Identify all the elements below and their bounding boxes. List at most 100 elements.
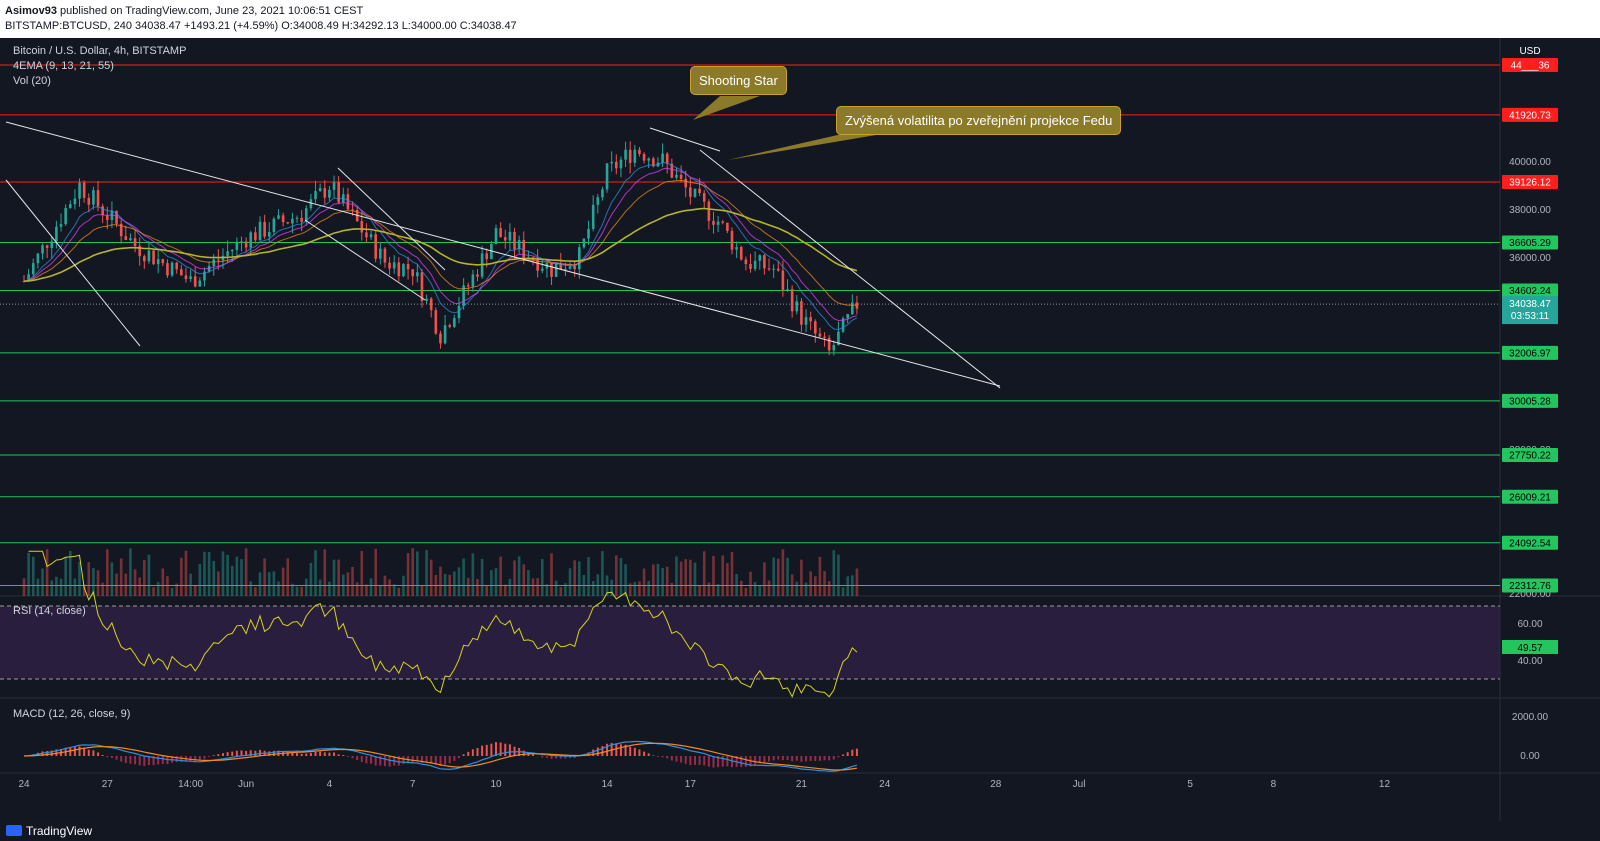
candle-body[interactable] bbox=[739, 247, 743, 260]
trendline-drawing[interactable] bbox=[304, 219, 426, 301]
candle-body[interactable] bbox=[138, 245, 141, 257]
candle-body[interactable] bbox=[698, 188, 701, 194]
candle-body[interactable] bbox=[332, 182, 336, 190]
candle-body[interactable] bbox=[180, 269, 183, 276]
candle-body[interactable] bbox=[156, 259, 160, 265]
candle-body[interactable] bbox=[786, 289, 789, 291]
candle-body[interactable] bbox=[254, 232, 257, 241]
candle-body[interactable] bbox=[476, 274, 479, 277]
ema-13-line[interactable] bbox=[23, 167, 858, 322]
candle-body[interactable] bbox=[587, 228, 590, 239]
candle-body[interactable] bbox=[129, 238, 132, 241]
candle-body[interactable] bbox=[101, 206, 104, 216]
ema-9-line[interactable] bbox=[23, 161, 858, 331]
candle-body[interactable] bbox=[462, 285, 465, 306]
candle-body[interactable] bbox=[346, 194, 350, 210]
candle-body[interactable] bbox=[818, 333, 822, 337]
candle-body[interactable] bbox=[605, 163, 609, 190]
level-tag[interactable] bbox=[1502, 489, 1558, 504]
candle-body[interactable] bbox=[286, 222, 290, 224]
candle-body[interactable] bbox=[323, 188, 327, 198]
candle-body[interactable] bbox=[716, 221, 720, 225]
chart-area[interactable]: 40000.0038000.0036000.0028000.0022000.00… bbox=[0, 38, 1600, 821]
candle-body[interactable] bbox=[22, 281, 26, 282]
candle-body[interactable] bbox=[712, 220, 715, 225]
candle-body[interactable] bbox=[328, 189, 331, 198]
candle-body[interactable] bbox=[675, 174, 678, 178]
candle-body[interactable] bbox=[448, 325, 452, 327]
chart-svg[interactable]: 40000.0038000.0036000.0028000.0022000.00… bbox=[0, 38, 1600, 821]
candle-body[interactable] bbox=[522, 240, 526, 259]
candle-body[interactable] bbox=[772, 268, 775, 270]
level-tag[interactable] bbox=[1502, 578, 1558, 593]
candle-body[interactable] bbox=[425, 298, 428, 301]
candle-body[interactable] bbox=[832, 345, 836, 351]
candle-body[interactable] bbox=[369, 234, 373, 238]
candle-body[interactable] bbox=[406, 264, 410, 270]
level-tag[interactable] bbox=[1502, 345, 1558, 360]
rsi-value-tag[interactable] bbox=[1502, 640, 1558, 654]
candle-body[interactable] bbox=[804, 317, 808, 325]
candle-body[interactable] bbox=[351, 209, 354, 211]
candle-body[interactable] bbox=[105, 215, 109, 220]
candle-body[interactable] bbox=[365, 232, 368, 238]
candle-body[interactable] bbox=[439, 333, 442, 344]
candle-body[interactable] bbox=[429, 298, 433, 311]
candle-body[interactable] bbox=[295, 217, 299, 219]
level-tag[interactable] bbox=[1502, 174, 1558, 189]
candle-body[interactable] bbox=[36, 253, 40, 264]
candle-body[interactable] bbox=[68, 204, 72, 208]
candle-body[interactable] bbox=[781, 270, 785, 290]
candle-body[interactable] bbox=[494, 228, 498, 245]
last-price-tag[interactable] bbox=[1502, 296, 1558, 325]
candle-body[interactable] bbox=[249, 232, 253, 248]
candle-body[interactable] bbox=[763, 255, 766, 269]
candle-body[interactable] bbox=[124, 236, 128, 241]
candle-body[interactable] bbox=[550, 263, 553, 277]
candle-body[interactable] bbox=[388, 262, 391, 269]
ema-21-line[interactable] bbox=[23, 179, 857, 306]
trendline-drawing[interactable] bbox=[5, 121, 1001, 387]
candle-body[interactable] bbox=[536, 259, 539, 271]
candle-body[interactable] bbox=[443, 325, 447, 344]
candle-body[interactable] bbox=[230, 249, 234, 252]
candle-body[interactable] bbox=[776, 268, 780, 271]
candle-body[interactable] bbox=[272, 218, 276, 233]
candle-body[interactable] bbox=[679, 174, 683, 179]
candle-body[interactable] bbox=[96, 190, 100, 207]
candle-body[interactable] bbox=[642, 154, 646, 161]
candle-body[interactable] bbox=[813, 321, 817, 334]
candle-body[interactable] bbox=[189, 276, 192, 280]
candle-body[interactable] bbox=[624, 149, 627, 160]
candle-body[interactable] bbox=[119, 223, 123, 237]
candle-body[interactable] bbox=[27, 274, 30, 282]
candle-body[interactable] bbox=[707, 201, 711, 221]
rsi-line[interactable] bbox=[28, 550, 858, 698]
candle-body[interactable] bbox=[540, 268, 544, 271]
candle-body[interactable] bbox=[115, 210, 118, 224]
candle-body[interactable] bbox=[638, 149, 641, 155]
candle-body[interactable] bbox=[633, 149, 637, 163]
candle-body[interactable] bbox=[45, 245, 49, 248]
candle-body[interactable] bbox=[416, 272, 419, 277]
candle-body[interactable] bbox=[661, 153, 664, 163]
candle-body[interactable] bbox=[263, 221, 266, 237]
candle-body[interactable] bbox=[453, 318, 456, 327]
candle-body[interactable] bbox=[55, 226, 58, 242]
candle-body[interactable] bbox=[554, 263, 558, 277]
candle-body[interactable] bbox=[744, 259, 748, 265]
candle-body[interactable] bbox=[652, 158, 655, 167]
level-tag[interactable] bbox=[1502, 447, 1558, 462]
candle-body[interactable] bbox=[730, 230, 734, 250]
candle-body[interactable] bbox=[628, 149, 632, 163]
candle-body[interactable] bbox=[846, 314, 849, 319]
candle-body[interactable] bbox=[610, 161, 613, 164]
candle-body[interactable] bbox=[434, 310, 438, 334]
candle-body[interactable] bbox=[50, 241, 54, 248]
candle-body[interactable] bbox=[749, 264, 752, 269]
candle-body[interactable] bbox=[184, 275, 188, 280]
candle-body[interactable] bbox=[753, 260, 757, 269]
candle-body[interactable] bbox=[726, 222, 729, 231]
candle-body[interactable] bbox=[166, 263, 169, 276]
candle-body[interactable] bbox=[582, 238, 586, 248]
